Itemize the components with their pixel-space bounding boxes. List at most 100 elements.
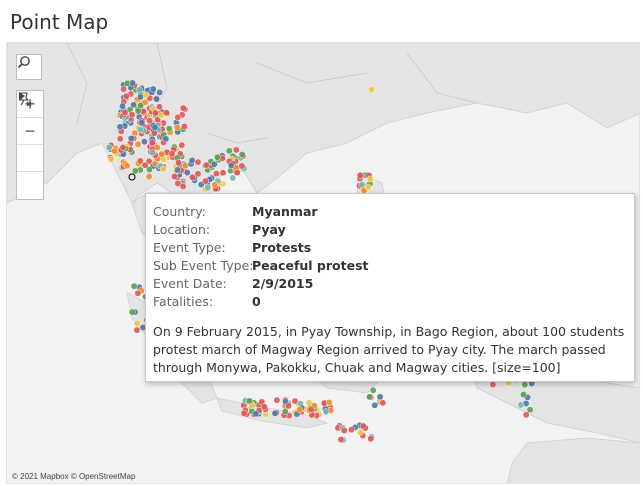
event-point[interactable]	[153, 95, 160, 103]
expand-toolbar-button[interactable]	[17, 92, 43, 199]
event-point[interactable]	[181, 162, 189, 170]
event-point[interactable]	[322, 408, 330, 416]
event-point[interactable]	[359, 422, 367, 430]
event-point[interactable]	[133, 326, 141, 334]
event-point[interactable]	[219, 169, 227, 177]
event-point[interactable]	[521, 381, 529, 389]
event-point[interactable]	[376, 393, 384, 401]
event-point[interactable]	[285, 402, 293, 410]
event-point[interactable]	[240, 409, 248, 417]
event-point[interactable]	[149, 149, 156, 157]
event-point[interactable]	[136, 126, 144, 133]
event-point[interactable]	[194, 158, 202, 166]
event-point[interactable]	[127, 134, 135, 142]
event-point[interactable]	[116, 135, 124, 143]
event-point[interactable]	[260, 403, 268, 411]
event-point[interactable]	[229, 174, 237, 182]
event-point[interactable]	[149, 85, 157, 93]
event-point[interactable]	[174, 113, 182, 121]
event-point[interactable]	[180, 123, 188, 130]
map-search-button[interactable]	[16, 54, 42, 80]
event-point[interactable]	[178, 141, 186, 149]
event-point[interactable]	[173, 124, 181, 131]
event-point[interactable]	[105, 144, 113, 151]
event-point[interactable]	[367, 435, 375, 443]
event-point[interactable]	[307, 406, 315, 413]
event-point[interactable]	[131, 167, 139, 175]
event-point[interactable]	[325, 399, 333, 406]
event-point[interactable]	[238, 151, 246, 158]
event-point[interactable]	[136, 93, 144, 101]
event-point[interactable]	[116, 123, 124, 131]
event-point[interactable]	[136, 157, 144, 165]
event-point[interactable]	[162, 135, 170, 143]
event-point[interactable]	[369, 386, 377, 394]
event-point[interactable]	[159, 165, 167, 173]
event-point[interactable]	[273, 396, 281, 404]
event-point[interactable]	[120, 85, 128, 93]
event-point[interactable]	[162, 109, 170, 117]
event-point[interactable]	[140, 138, 148, 146]
unpin-map-button[interactable]	[17, 92, 43, 172]
event-point[interactable]	[135, 86, 143, 94]
event-point[interactable]	[170, 173, 178, 180]
event-point[interactable]	[179, 104, 187, 112]
event-point[interactable]	[122, 92, 130, 100]
event-point[interactable]	[233, 169, 241, 177]
event-point[interactable]	[119, 102, 126, 110]
event-point[interactable]	[150, 129, 158, 137]
event-point[interactable]	[522, 411, 530, 419]
event-point[interactable]	[129, 79, 136, 87]
event-point[interactable]	[371, 401, 379, 409]
event-point[interactable]	[107, 155, 115, 163]
event-point[interactable]	[145, 173, 153, 180]
event-point[interactable]	[340, 427, 348, 434]
event-point[interactable]	[238, 162, 246, 170]
event-point[interactable]	[517, 401, 525, 409]
event-point[interactable]	[146, 117, 154, 125]
event-point[interactable]	[119, 143, 127, 151]
event-point[interactable]	[520, 391, 527, 399]
event-point[interactable]	[123, 162, 131, 170]
event-point[interactable]	[246, 397, 253, 405]
event-point[interactable]	[212, 170, 220, 178]
event-point[interactable]	[379, 399, 387, 407]
event-point[interactable]	[202, 177, 209, 185]
event-point[interactable]	[134, 289, 142, 297]
event-point[interactable]	[367, 86, 375, 93]
event-point[interactable]	[358, 181, 366, 188]
event-point[interactable]	[489, 381, 497, 389]
event-point[interactable]	[225, 147, 233, 155]
event-point[interactable]	[210, 160, 218, 168]
event-point[interactable]	[296, 406, 303, 414]
event-point[interactable]	[151, 109, 159, 117]
event-point[interactable]	[151, 123, 159, 131]
event-point[interactable]	[252, 410, 260, 418]
event-point[interactable]	[138, 119, 146, 127]
event-point[interactable]	[356, 428, 364, 436]
event-point[interactable]	[188, 156, 196, 164]
event-point[interactable]	[337, 436, 345, 444]
event-point[interactable]	[141, 161, 149, 169]
event-point[interactable]	[174, 180, 182, 187]
event-point[interactable]	[281, 408, 289, 415]
event-point[interactable]	[121, 109, 129, 116]
event-point[interactable]	[364, 183, 372, 191]
event-point[interactable]	[130, 101, 138, 109]
event-point[interactable]	[133, 320, 141, 327]
event-point[interactable]	[134, 140, 142, 148]
event-point[interactable]	[174, 166, 181, 174]
event-point[interactable]	[305, 399, 313, 407]
event-point[interactable]	[128, 308, 136, 316]
event-point[interactable]	[213, 153, 221, 161]
event-point[interactable]	[148, 139, 156, 147]
event-point[interactable]	[168, 150, 176, 158]
event-point[interactable]	[194, 170, 202, 178]
event-point[interactable]	[232, 146, 240, 154]
event-point[interactable]	[204, 184, 212, 192]
event-point[interactable]	[158, 150, 166, 158]
event-point[interactable]	[146, 166, 153, 173]
event-point[interactable]	[111, 147, 119, 155]
event-point[interactable]	[188, 173, 196, 181]
event-point[interactable]	[175, 159, 183, 167]
